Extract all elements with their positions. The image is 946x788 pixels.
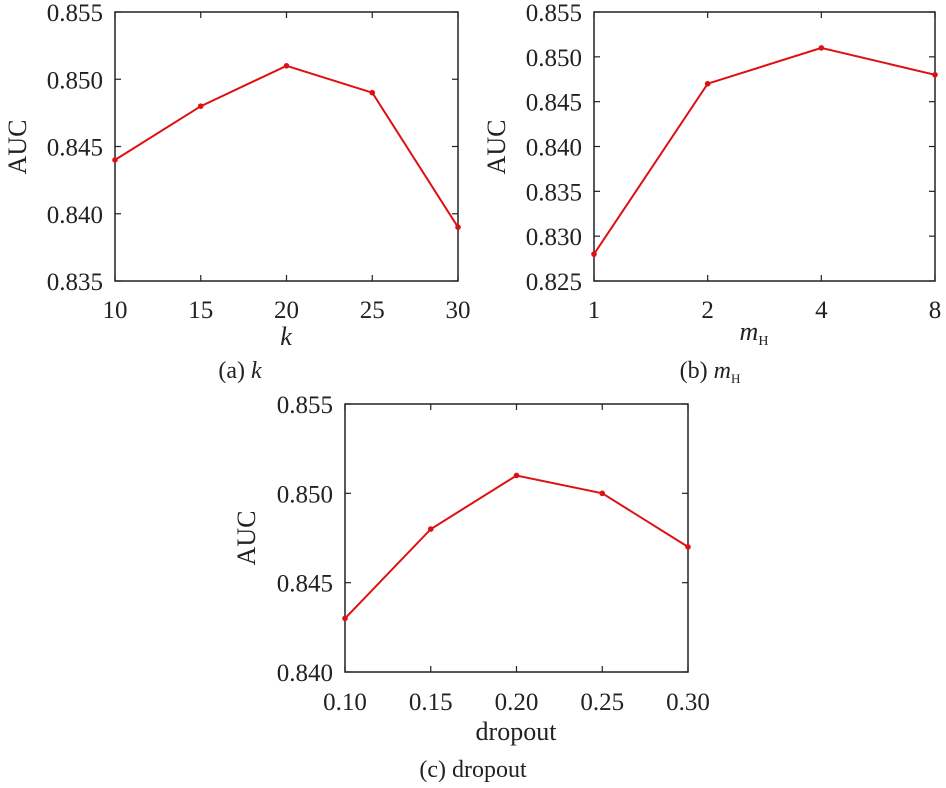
data-point <box>283 63 290 69</box>
data-point <box>818 45 825 51</box>
x-tick-label: 2 <box>701 297 714 324</box>
y-tick-label: 0.830 <box>526 224 582 251</box>
x-tick-label: 0.30 <box>666 689 710 716</box>
y-axis-title: AUC <box>482 120 511 175</box>
series-line <box>114 64 459 228</box>
y-tick-label: 0.840 <box>47 202 103 229</box>
plot-frame <box>344 403 689 673</box>
x-tick-label: 0.25 <box>580 689 624 716</box>
y-tick-label: 0.845 <box>277 571 333 598</box>
y-tick-label: 0.835 <box>47 269 103 296</box>
series-line <box>593 46 936 255</box>
chart-c: 0.840 0.845 0.850 0.855 0.10 0.15 0.20 0.25 0.30… <box>232 392 710 783</box>
y-tick-label: 0.850 <box>526 45 582 72</box>
chart-b: 0.825 0.830 0.835 0.840 0.845 0.850 0.855 1 2 4 8 A… <box>482 0 941 386</box>
x-tick-label: 4 <box>815 297 828 324</box>
data-point <box>197 103 204 109</box>
data-point <box>112 157 118 163</box>
y-tick-label: 0.855 <box>526 0 582 27</box>
x-axis-title: k <box>280 322 292 351</box>
data-point <box>427 526 434 532</box>
x-axis-title: dropout <box>476 717 558 746</box>
x-tick-label: 1 <box>588 297 601 324</box>
y-tick-label: 0.850 <box>47 67 103 94</box>
chart-caption: (a) k <box>218 358 262 384</box>
data-point <box>591 251 597 257</box>
x-tick-label: 0.15 <box>409 689 453 716</box>
plot-frame <box>593 11 936 282</box>
y-axis-title: AUC <box>232 511 261 566</box>
y-tick-label: 0.855 <box>47 0 103 27</box>
data-point <box>599 490 606 497</box>
data-point <box>369 89 376 96</box>
x-tick-label: 25 <box>360 297 385 324</box>
y-tick-label: 0.845 <box>47 135 103 162</box>
x-tick-label: 0.10 <box>323 689 367 716</box>
x-tick-label: 0.20 <box>495 689 539 716</box>
data-point <box>932 71 938 78</box>
y-tick-label: 0.840 <box>526 135 582 162</box>
y-tick-label: 0.825 <box>526 269 582 296</box>
x-tick-label: 8 <box>929 297 942 324</box>
y-tick-label: 0.835 <box>526 179 582 206</box>
x-tick-label: 15 <box>188 297 213 324</box>
x-tick-label: 20 <box>274 297 299 324</box>
x-axis-title: mH <box>740 317 769 349</box>
series-line <box>344 474 689 620</box>
data-point <box>342 615 348 622</box>
data-point <box>455 224 461 230</box>
data-point <box>685 544 691 550</box>
y-axis-title: AUC <box>3 120 32 175</box>
y-tick-label: 0.855 <box>277 392 333 419</box>
x-tick-label: 10 <box>103 297 128 324</box>
x-tick-label: 30 <box>446 297 471 324</box>
y-tick-label: 0.850 <box>277 481 333 508</box>
chart-caption: (b) mH <box>680 358 741 386</box>
data-point <box>513 472 520 479</box>
data-point <box>704 80 711 87</box>
y-tick-label: 0.845 <box>526 90 582 117</box>
chart-a: 0.835 0.840 0.845 0.850 0.855 10 15 20 25 30 AUC k (… <box>3 0 471 384</box>
y-tick-label: 0.840 <box>277 660 333 687</box>
chart-caption: (c) dropout <box>419 757 527 783</box>
